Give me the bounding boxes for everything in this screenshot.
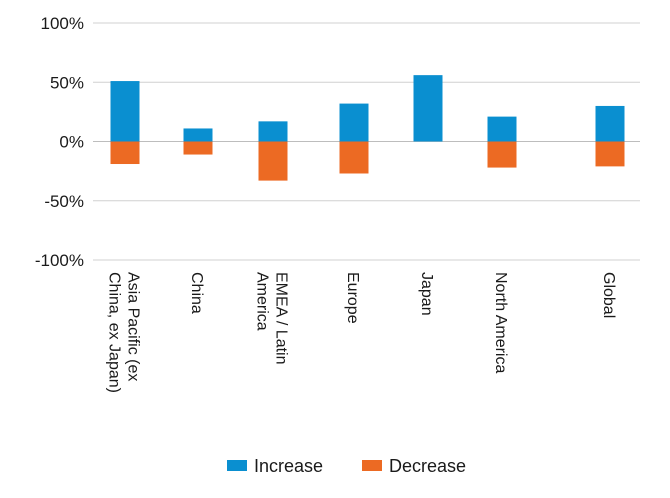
- category-label: China: [188, 272, 205, 314]
- category-label: North America: [492, 272, 509, 373]
- bar-decrease: [487, 141, 517, 168]
- category-label-line: North America: [492, 272, 509, 373]
- bar-increase: [183, 128, 213, 142]
- category-labels: Asia Pacific (exChina, ex Japan) China EME…: [106, 272, 618, 393]
- bar-decrease: [110, 141, 140, 165]
- bar-decrease: [595, 141, 625, 167]
- y-tick-label: -50%: [44, 192, 84, 211]
- category-label: Europe: [344, 272, 361, 324]
- bar-increase: [487, 116, 517, 142]
- category-label-line: Europe: [344, 272, 361, 324]
- bar-increase: [413, 75, 443, 142]
- legend-label-increase: Increase: [254, 456, 323, 476]
- legend-swatch-decrease: [362, 460, 382, 471]
- category-label: Global: [600, 272, 617, 318]
- bar-decrease: [339, 141, 369, 174]
- y-tick-label: 50%: [50, 73, 84, 92]
- bar-increase: [110, 81, 140, 142]
- category-label-line: China: [188, 272, 205, 314]
- bars: [110, 75, 625, 181]
- y-tick-label: 100%: [41, 14, 84, 33]
- bar-increase: [595, 105, 625, 142]
- category-label-line: China, ex Japan): [106, 272, 123, 393]
- category-label-line: EMEA / Latin: [273, 272, 290, 365]
- category-label: Japan: [418, 272, 435, 316]
- bar-decrease: [258, 141, 288, 181]
- category-label: Asia Pacific (exChina, ex Japan): [106, 272, 142, 393]
- y-tick-label: 0%: [59, 133, 84, 152]
- bar-decrease: [183, 141, 213, 155]
- category-label-line: Japan: [418, 272, 435, 316]
- y-tick-label: -100%: [35, 251, 84, 270]
- y-axis-tick-labels: 100% 50% 0% -50% -100%: [35, 14, 84, 270]
- category-label: EMEA / LatinAmerica: [254, 272, 290, 365]
- legend-label-decrease: Decrease: [389, 456, 466, 476]
- category-label-line: Global: [600, 272, 617, 318]
- legend: Increase Decrease: [227, 456, 466, 476]
- category-label-line: Asia Pacific (ex: [125, 272, 142, 381]
- category-label-line: America: [254, 272, 271, 331]
- legend-swatch-increase: [227, 460, 247, 471]
- bar-increase: [258, 121, 288, 142]
- bar-increase: [339, 103, 369, 142]
